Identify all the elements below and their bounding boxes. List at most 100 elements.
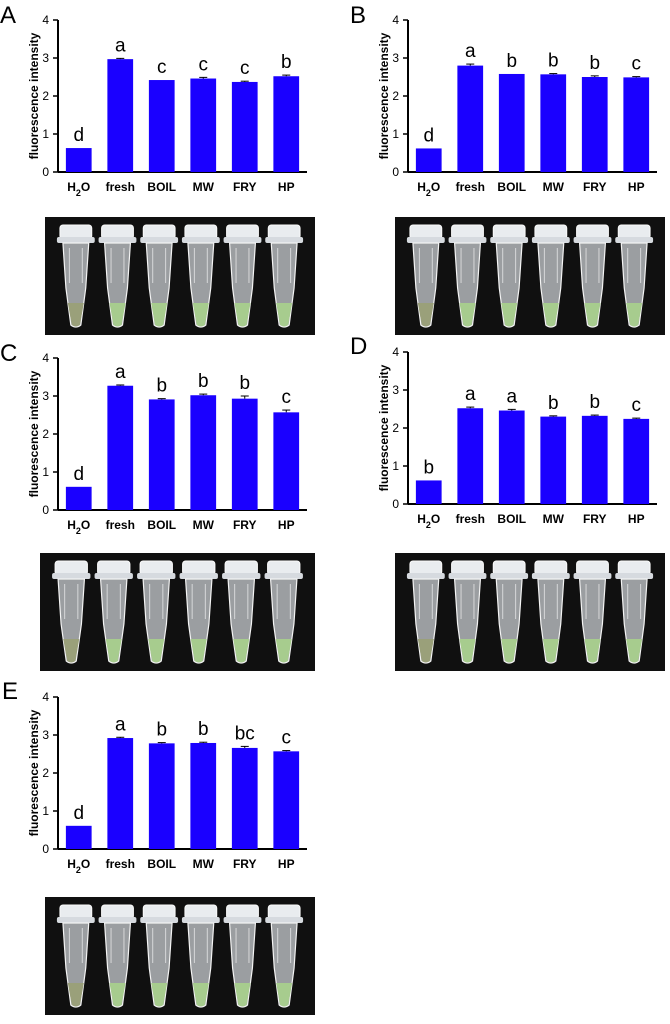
bar [498,410,525,504]
x-tick-label: H2O [67,518,90,536]
y-axis-label: fluorescence intensity [27,32,41,159]
x-tick-label: BOIL [497,180,526,194]
bar [231,747,258,849]
x-tick-label: MW [543,512,565,526]
x-tick-label: HP [278,518,295,532]
x-tick-label: HP [628,180,645,194]
bar [415,480,442,504]
significance-label: a [115,362,126,383]
y-tick-label: 0 [42,165,49,179]
significance-label: d [423,125,434,146]
bar [65,825,92,849]
tube [179,560,218,664]
panel-letter: A [0,2,17,29]
tube [531,224,570,328]
bar [65,148,92,172]
tube-row [52,560,303,664]
bar [540,74,567,172]
bar [273,412,300,510]
significance-label: a [115,714,126,735]
x-tick-label: fresh [456,180,485,194]
y-tick-label: 0 [42,842,49,856]
tube [181,224,220,328]
bar [273,76,300,172]
significance-label: c [282,728,292,749]
tube [52,560,91,664]
tube [490,560,529,664]
x-tick-label: BOIL [147,857,176,871]
y-tick-label: 4 [42,690,49,704]
tube [98,224,137,328]
tube-row [56,224,304,328]
x-tick-label: H2O [67,857,90,875]
bar [498,73,525,172]
tube [140,904,179,1008]
x-tick-label: FRY [233,857,257,871]
bar [148,743,175,849]
x-tick-label: BOIL [497,512,526,526]
y-tick-label: 4 [392,345,399,359]
tube [137,560,176,664]
x-tick-label: H2O [417,180,440,198]
bar [231,81,258,172]
tube [98,904,137,1008]
x-tick-label: fresh [106,180,135,194]
bar [457,408,484,504]
bar [107,59,134,172]
bar [581,77,608,172]
bar [623,418,650,504]
significance-label: a [465,384,476,405]
x-tick-label: FRY [233,180,257,194]
bar [190,78,217,172]
y-tick-label: 3 [392,51,399,65]
significance-label: b [548,51,559,72]
significance-label: b [156,720,167,741]
x-tick-label: BOIL [147,518,176,532]
tube [406,560,445,664]
tube [448,560,487,664]
bar [231,398,258,510]
bar [457,65,484,172]
y-tick-label: 0 [42,503,49,517]
significance-label: c [632,395,642,416]
y-tick-label: 0 [392,165,399,179]
bar [107,738,134,849]
y-tick-label: 2 [42,89,49,103]
y-axis-label: fluorescence intensity [377,32,391,159]
panel-letter: C [0,340,18,367]
panel-letter: D [350,333,368,360]
tube [223,904,262,1008]
significance-label: c [282,387,292,408]
y-tick-label: 1 [42,465,49,479]
x-tick-label: BOIL [147,180,176,194]
significance-label: b [198,371,209,392]
significance-label: c [157,57,167,78]
significance-label: bc [235,723,255,744]
y-tick-label: 1 [392,459,399,473]
x-tick-label: MW [543,180,565,194]
bar [190,395,217,510]
significance-label: b [239,373,250,394]
x-tick-label: MW [193,180,215,194]
y-axis-label: fluorescence intensity [27,709,41,836]
significance-label: b [281,52,292,73]
tube [531,560,570,664]
x-tick-label: HP [628,512,645,526]
tube [264,560,303,664]
bar [540,416,567,504]
tube [223,224,262,328]
panel-letter: B [350,2,367,29]
y-axis-label: fluorescence intensity [377,364,391,491]
tube [265,904,304,1008]
tubes-photo-c [40,553,315,671]
y-tick-label: 0 [392,497,399,511]
y-tick-label: 2 [392,89,399,103]
x-tick-label: fresh [106,857,135,871]
y-tick-label: 2 [392,421,399,435]
y-tick-label: 2 [42,766,49,780]
tube [490,224,529,328]
tube [56,904,95,1008]
